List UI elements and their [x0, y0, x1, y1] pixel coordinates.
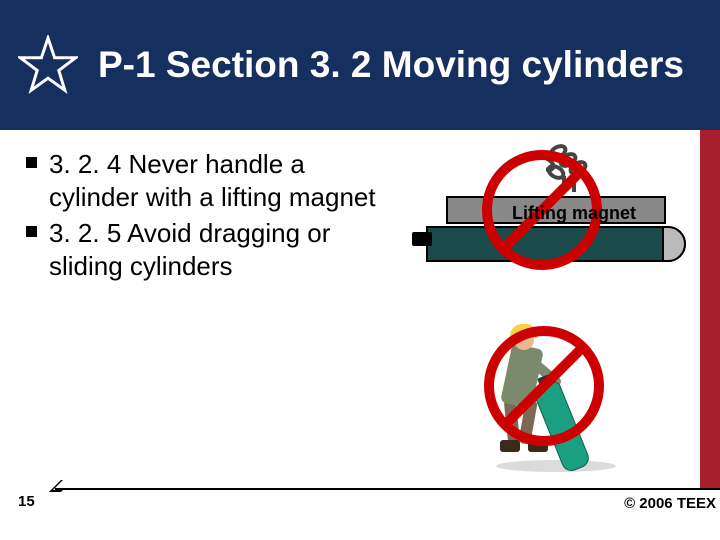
illustration-area: Lifting magnet: [376, 148, 670, 286]
copyright-text: © 2006 TEEX: [624, 495, 716, 512]
star-icon: [18, 35, 78, 95]
bullet-marker: [26, 226, 37, 237]
magnet-label: Lifting magnet: [512, 203, 636, 224]
shadow: [496, 460, 616, 472]
bullet-list: 3. 2. 4 Never handle a cylinder with a l…: [26, 148, 376, 286]
bullet-text: 3. 2. 5 Avoid dragging or sliding cylind…: [49, 217, 376, 282]
slide-body: 3. 2. 4 Never handle a cylinder with a l…: [0, 130, 720, 286]
bullet-text: 3. 2. 4 Never handle a cylinder with a l…: [49, 148, 376, 213]
lifting-magnet-illustration: Lifting magnet: [416, 148, 676, 313]
slide-header: P-1 Section 3. 2 Moving cylinders: [0, 0, 720, 130]
bullet-marker: [26, 157, 37, 168]
bullet-item: 3. 2. 4 Never handle a cylinder with a l…: [26, 148, 376, 213]
page-number: 15: [18, 493, 35, 510]
slide-title: P-1 Section 3. 2 Moving cylinders: [98, 44, 684, 87]
footer-divider: [55, 488, 720, 490]
cylinder-cap: [662, 226, 686, 262]
prohibition-icon: [484, 326, 604, 446]
bullet-item: 3. 2. 5 Avoid dragging or sliding cylind…: [26, 217, 376, 282]
dragging-illustration: [456, 318, 656, 498]
worker-boot: [500, 440, 520, 452]
